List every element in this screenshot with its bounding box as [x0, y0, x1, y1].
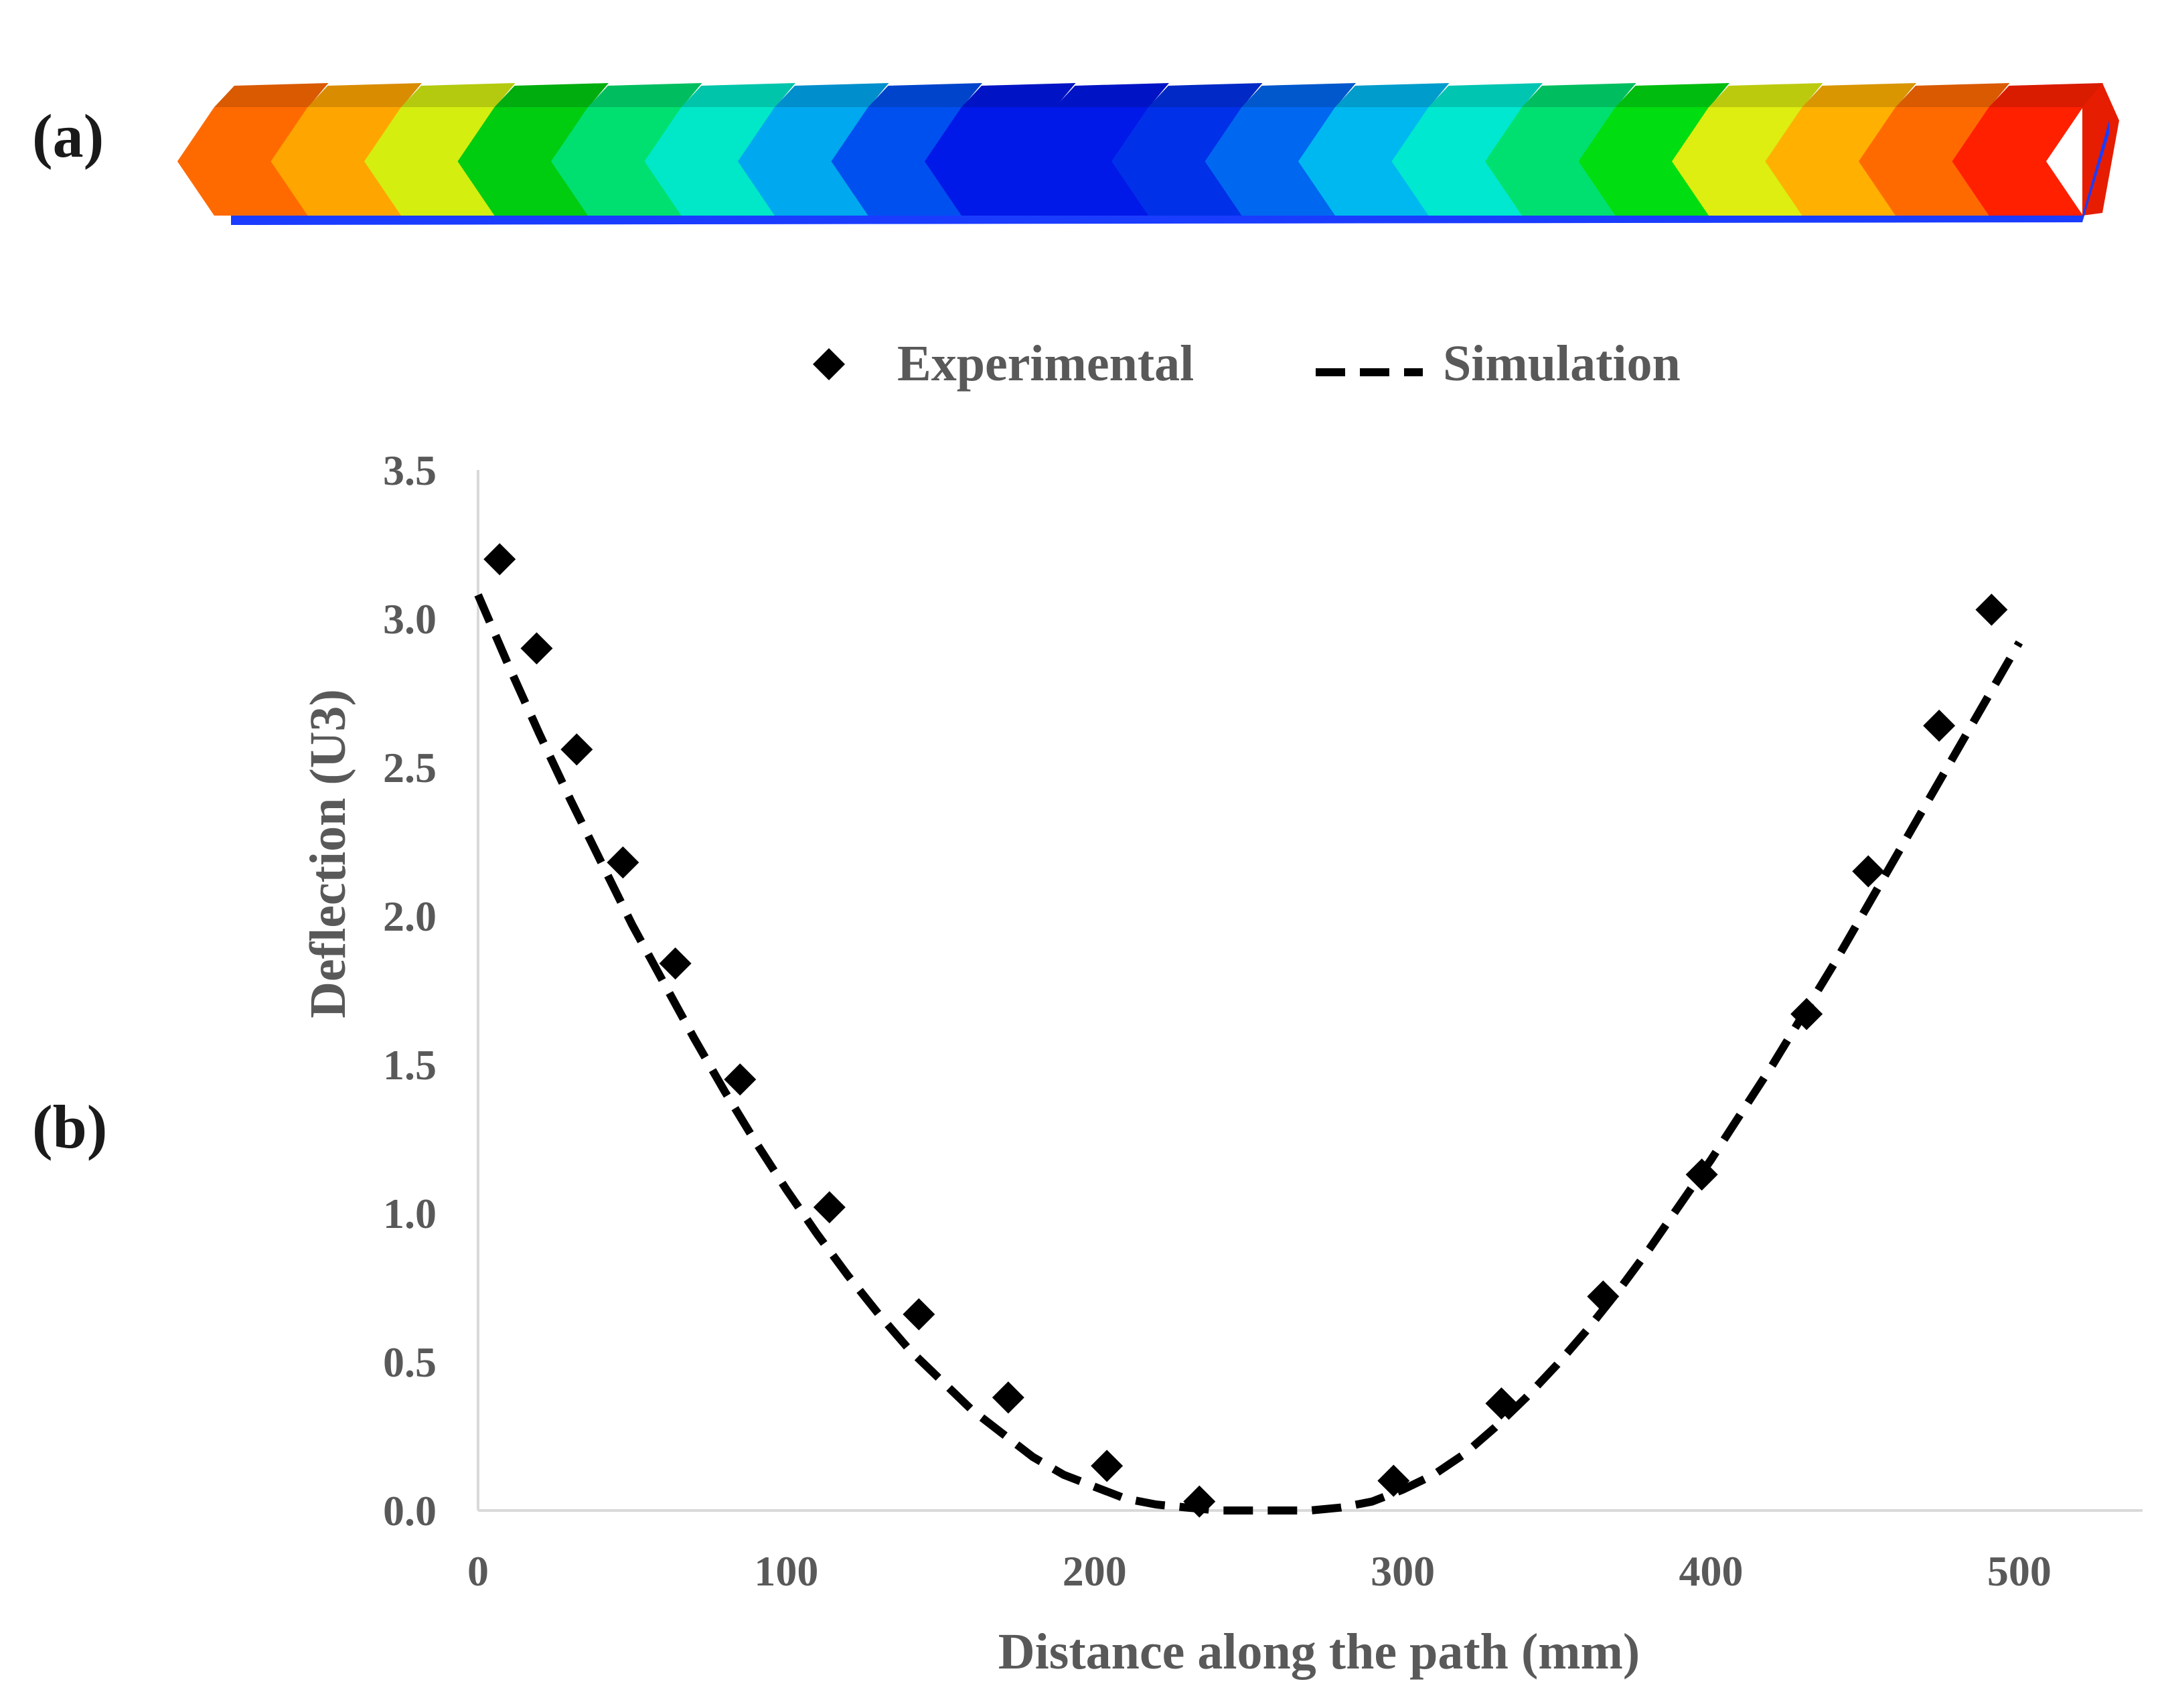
- legend-experimental-label: Experimental: [897, 335, 1194, 392]
- experimental-point: [992, 1381, 1024, 1414]
- beam-top-segment: [588, 83, 702, 107]
- experimental-point: [1377, 1464, 1410, 1497]
- beam-front-segment: [271, 107, 402, 216]
- beam-front-face: [177, 83, 2119, 216]
- y-tick-label: 2.0: [383, 892, 437, 940]
- beam-top-segment: [1335, 83, 1450, 107]
- beam-left-end: [177, 107, 214, 216]
- beam-front-segment: [1578, 107, 1709, 216]
- beam-front-segment: [1205, 107, 1336, 216]
- simulation-line: [474, 593, 2023, 1515]
- beam-front-segment: [1952, 107, 2083, 216]
- panel-label-a: (a): [32, 102, 104, 170]
- beam-front-segment: [364, 107, 495, 216]
- beam-top-segment: [1522, 83, 1636, 107]
- beam-top-segment: [681, 83, 795, 107]
- beam-front-segment: [1859, 107, 1990, 216]
- experimental-point: [813, 1191, 846, 1224]
- beam-right-end: [2082, 83, 2119, 216]
- beam-top-segment: [401, 83, 516, 107]
- y-tick-label: 0.5: [383, 1338, 437, 1386]
- beam-front-segment: [738, 107, 869, 216]
- legend-simulation-label: Simulation: [1443, 335, 1681, 392]
- beam-front-segment: [551, 107, 682, 216]
- experimental-point: [607, 846, 639, 879]
- beam-front-segment: [1672, 107, 1803, 216]
- chart-legend: Experimental Simulation: [813, 335, 1681, 392]
- experimental-series: [483, 543, 2008, 1518]
- beam-top-segment: [1802, 83, 1916, 107]
- beam-front-segment: [1111, 107, 1243, 216]
- y-tick-label: 1.0: [383, 1190, 437, 1237]
- x-tick-labels: 0 100 200 300 400 500: [467, 1547, 2052, 1595]
- beam-top-segment: [494, 83, 609, 107]
- experimental-point: [1485, 1387, 1518, 1420]
- experimental-point: [1923, 709, 1956, 742]
- panel-label-b: (b): [32, 1093, 108, 1161]
- y-tick-label: 1.5: [383, 1041, 437, 1089]
- beam-top-segment: [214, 83, 329, 107]
- beam-top-segment: [1709, 83, 1823, 107]
- beam-front-segment: [1391, 107, 1523, 216]
- experimental-point: [1183, 1485, 1216, 1518]
- beam-front-segment: [1298, 107, 1430, 216]
- beam-top-segment: [1055, 83, 1169, 107]
- y-tick-label: 0.0: [383, 1487, 437, 1535]
- beam-front-segment: [831, 107, 962, 216]
- beam-top-segment: [1241, 83, 1356, 107]
- experimental-point: [483, 543, 516, 576]
- beam-top-segment: [1989, 83, 2103, 107]
- beam-top-segment: [1148, 83, 1263, 107]
- experimental-point: [1685, 1158, 1718, 1191]
- chart-axes: [477, 470, 2143, 1512]
- beam-top-segment: [1615, 83, 1729, 107]
- experimental-point: [1587, 1280, 1620, 1313]
- experimental-point: [903, 1298, 935, 1330]
- x-tick-label: 500: [1987, 1547, 2052, 1595]
- beam-front-segment: [1765, 107, 1896, 216]
- beam-top-segment: [775, 83, 889, 107]
- x-tick-label: 300: [1371, 1547, 1435, 1595]
- beam-top-segment: [961, 83, 1076, 107]
- legend-experimental-marker: [813, 348, 845, 380]
- beam-front-segment: [1018, 107, 1149, 216]
- y-tick-label: 3.0: [383, 595, 437, 643]
- beam-top-segment: [1428, 83, 1543, 107]
- experimental-point: [520, 632, 553, 665]
- x-tick-label: 200: [1063, 1547, 1127, 1595]
- y-tick-labels: 0.0 0.5 1.0 1.5 2.0 2.5 3.0 3.5: [383, 447, 437, 1535]
- experimental-point: [659, 947, 692, 980]
- beam-top-segment: [307, 83, 422, 107]
- x-tick-label: 400: [1679, 1547, 1743, 1595]
- experimental-point: [560, 733, 593, 766]
- x-tick-label: 100: [754, 1547, 818, 1595]
- y-axis-title: Deflection (U3): [300, 689, 356, 1018]
- experimental-point: [1852, 855, 1885, 888]
- beam-front-segment: [925, 107, 1056, 216]
- experimental-point: [724, 1063, 757, 1096]
- x-axis-title: Distance along the path (mm): [998, 1624, 1640, 1680]
- beam-front-segment: [457, 107, 589, 216]
- experimental-point: [1091, 1450, 1124, 1482]
- beam-front-segment: [1485, 107, 1616, 216]
- experimental-point: [1975, 593, 2008, 626]
- beam-top-face: [214, 83, 2103, 107]
- beam-front-segment: [644, 107, 775, 216]
- simulation-series: [474, 593, 2023, 1515]
- beam-top-segment: [868, 83, 982, 107]
- y-tick-label: 3.5: [383, 447, 437, 494]
- x-tick-label: 0: [467, 1547, 489, 1595]
- beam-top-segment: [1896, 83, 2010, 107]
- y-tick-label: 2.5: [383, 744, 437, 791]
- experimental-point: [1790, 998, 1823, 1030]
